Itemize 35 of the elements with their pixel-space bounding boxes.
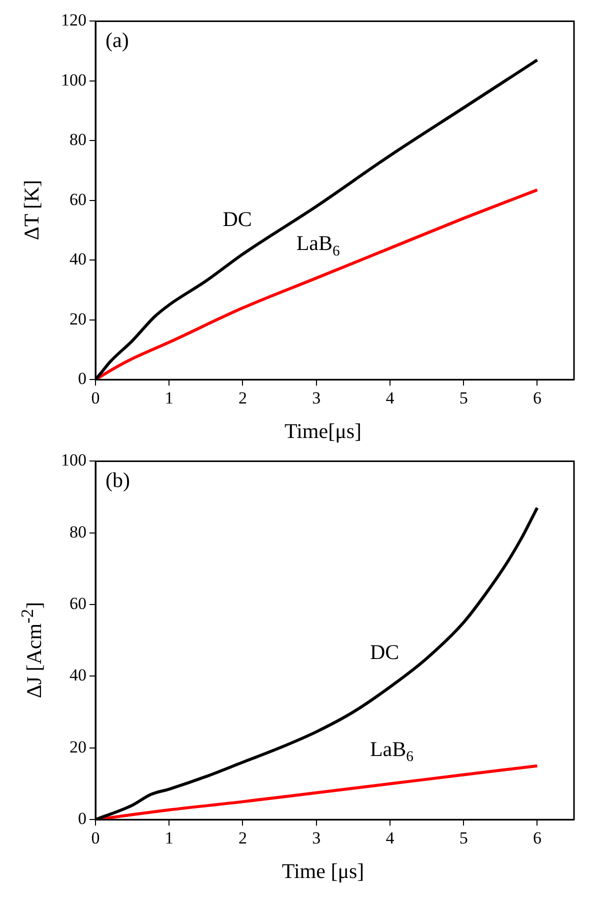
series-label: DC <box>370 640 400 664</box>
annotation: (a) <box>106 28 129 52</box>
y-tick-label: 60 <box>70 190 86 209</box>
y-tick-label: 80 <box>70 130 86 150</box>
x-tick-label: 1 <box>164 828 174 848</box>
y-tick-label: 120 <box>61 10 86 30</box>
x-tick-label: 4 <box>386 388 395 408</box>
line-series <box>96 188 539 380</box>
x-tick-label: 5 <box>459 828 468 848</box>
x-tick-label: 6 <box>532 828 542 848</box>
x-tick-label: 2 <box>238 828 247 848</box>
y-tick-label: 80 <box>70 522 86 542</box>
y-tick-label: 60 <box>70 594 86 614</box>
x-tick-label: 6 <box>532 388 542 408</box>
y-tick-label: 0 <box>78 809 86 828</box>
x-tick-label: 0 <box>91 388 100 408</box>
annotation: (b) <box>106 468 130 492</box>
x-tick-label: 0 <box>91 828 100 848</box>
series-label: DC <box>222 207 252 232</box>
x-tick-label: 3 <box>312 388 321 408</box>
x-axis-title: Time[μs] <box>284 419 362 444</box>
y-tick-label: 100 <box>61 450 86 470</box>
x-axis-title: Time [μs] <box>280 859 366 884</box>
y-tick-label: 20 <box>70 737 86 756</box>
y-tick-label: 40 <box>70 666 86 685</box>
y-tick-label: 20 <box>70 309 86 328</box>
x-tick-label: 1 <box>164 388 174 408</box>
y-tick-label: 100 <box>61 70 86 90</box>
x-tick-label: 5 <box>459 388 468 408</box>
y-tick-label: 0 <box>78 369 86 388</box>
y-tick-label: 40 <box>70 250 86 269</box>
y-axis-title: ΔT [K] <box>20 180 44 240</box>
x-tick-label: 3 <box>312 828 321 848</box>
x-tick-label: 4 <box>386 828 395 848</box>
x-tick-label: 2 <box>238 388 247 408</box>
